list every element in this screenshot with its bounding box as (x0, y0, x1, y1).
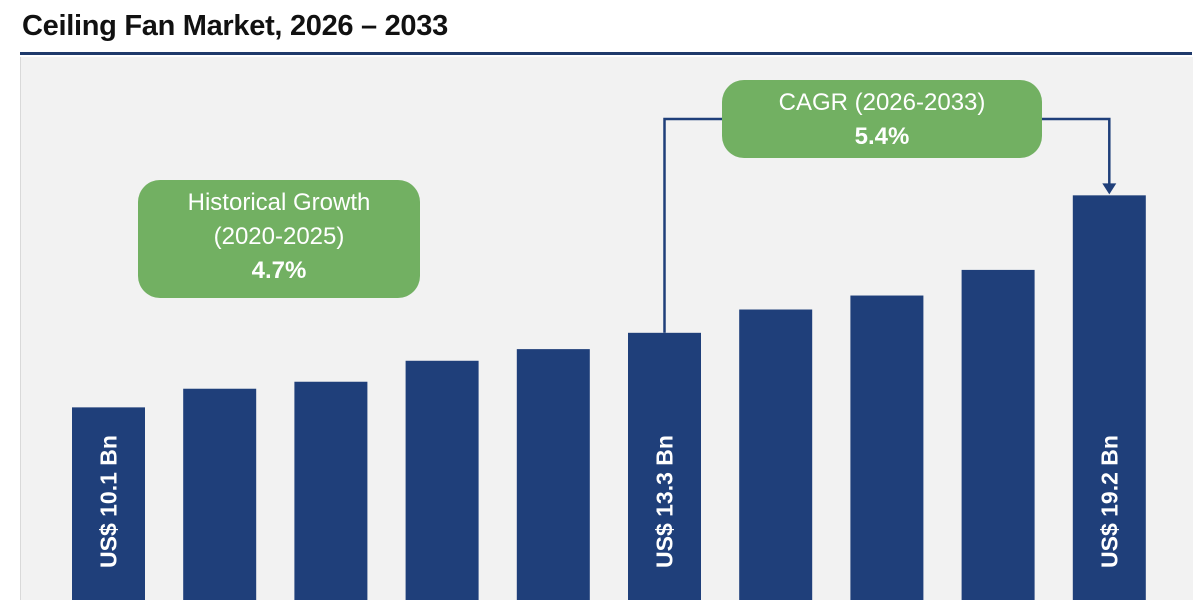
cagr-label: CAGR (2026-2033) (778, 89, 986, 116)
bars-layer (72, 195, 1146, 600)
data-labels-layer: US$ 10.1 Bn US$ 13.3 Bn US$ 19.2 Bn (96, 435, 1123, 568)
chart-title: Ceiling Fan Market, 2026 – 2033 (22, 10, 448, 42)
historical-growth-callout: Historical Growth (2020-2025) 4.7% (138, 180, 420, 298)
bar-value-label-1: US$ 10.1 Bn (96, 435, 122, 568)
bar-3 (294, 381, 368, 600)
bar-1 (72, 407, 145, 600)
bar-10 (1072, 195, 1146, 600)
cagr-callout: CAGR (2026-2033) 5.4% (722, 80, 1042, 158)
historical-growth-value: 4.7% (251, 257, 307, 284)
bar-8 (850, 295, 924, 600)
bar-2 (183, 388, 257, 600)
historical-growth-label: Historical Growth (187, 189, 371, 216)
bar-4 (405, 360, 479, 600)
arrow-head-icon (1102, 183, 1117, 195)
bar-value-label-6: US$ 13.3 Bn (652, 435, 678, 568)
bar-9 (961, 269, 1035, 600)
cagr-value: 5.4% (854, 123, 910, 150)
title-underline (20, 52, 1192, 55)
bar-7 (739, 309, 813, 600)
bar-value-label-10: US$ 19.2 Bn (1096, 435, 1122, 568)
historical-growth-period: (2020-2025) (213, 223, 345, 250)
bar-5 (516, 349, 590, 600)
bar-6 (628, 332, 701, 600)
